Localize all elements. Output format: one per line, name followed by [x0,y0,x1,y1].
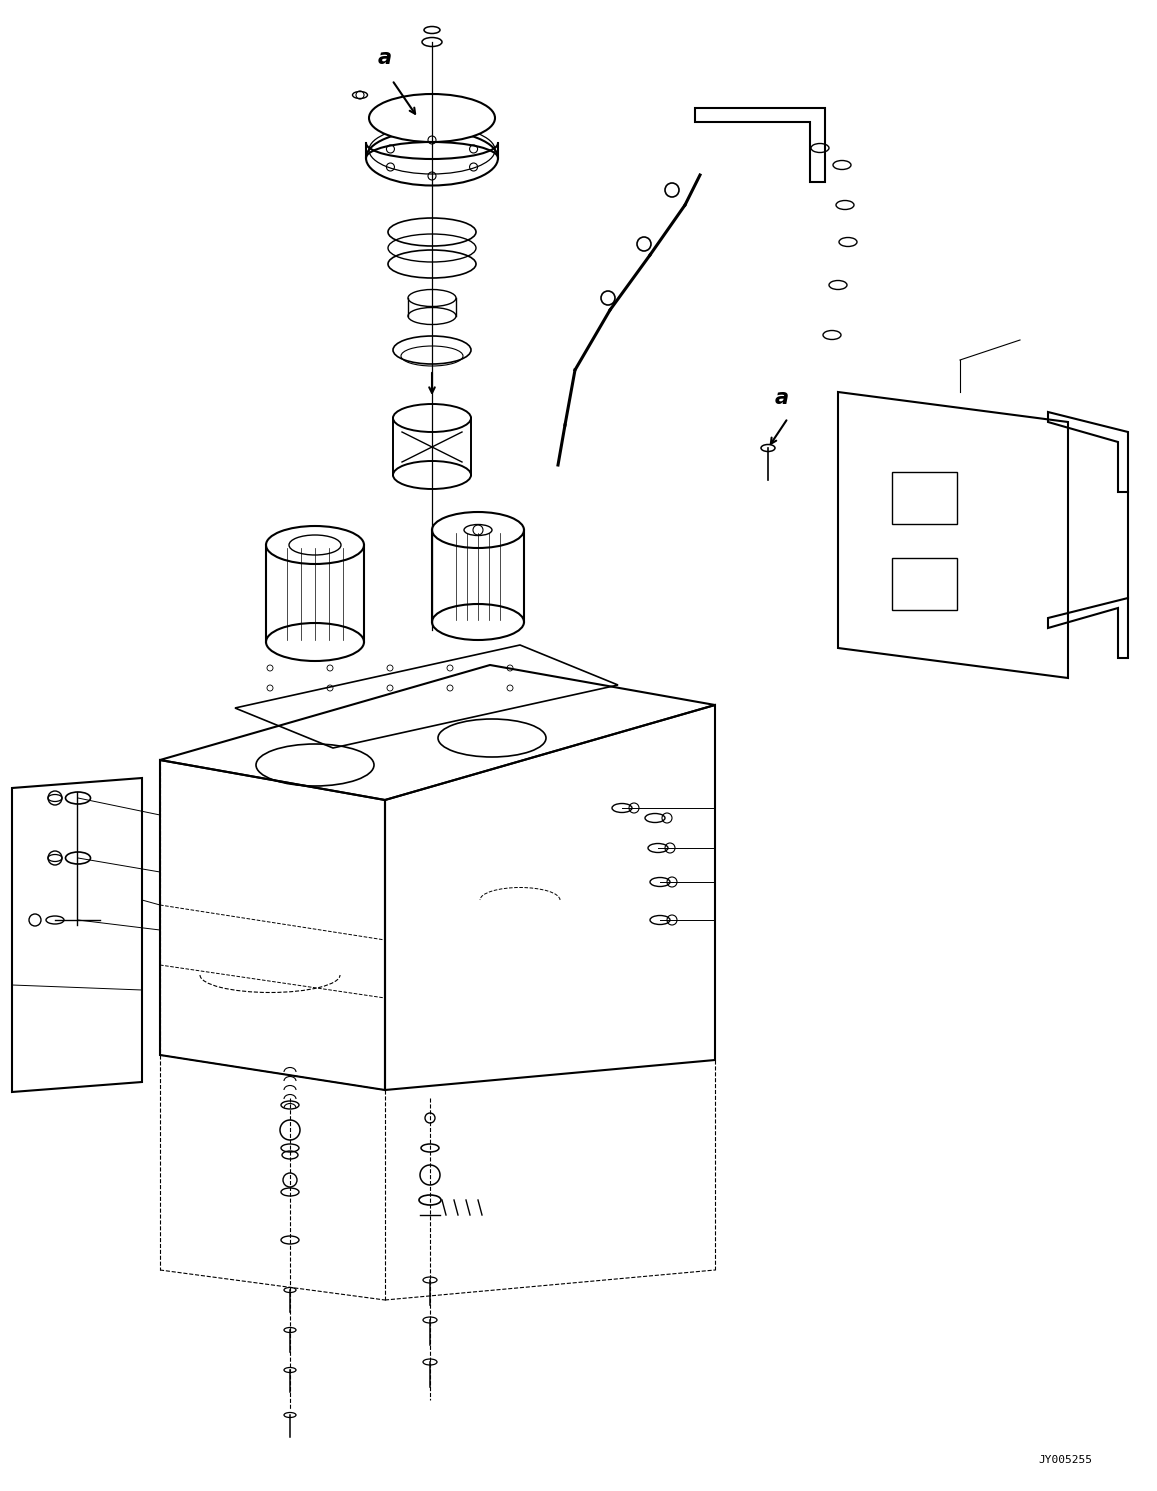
Ellipse shape [366,131,498,185]
Text: a: a [775,388,789,409]
Ellipse shape [266,623,364,661]
Bar [892,473,957,523]
Ellipse shape [408,307,456,325]
Ellipse shape [369,94,495,142]
Text: JY005255: JY005255 [1038,1455,1092,1466]
Ellipse shape [432,604,524,640]
Text: a: a [378,48,392,69]
Ellipse shape [393,461,471,489]
Bar [892,558,957,610]
